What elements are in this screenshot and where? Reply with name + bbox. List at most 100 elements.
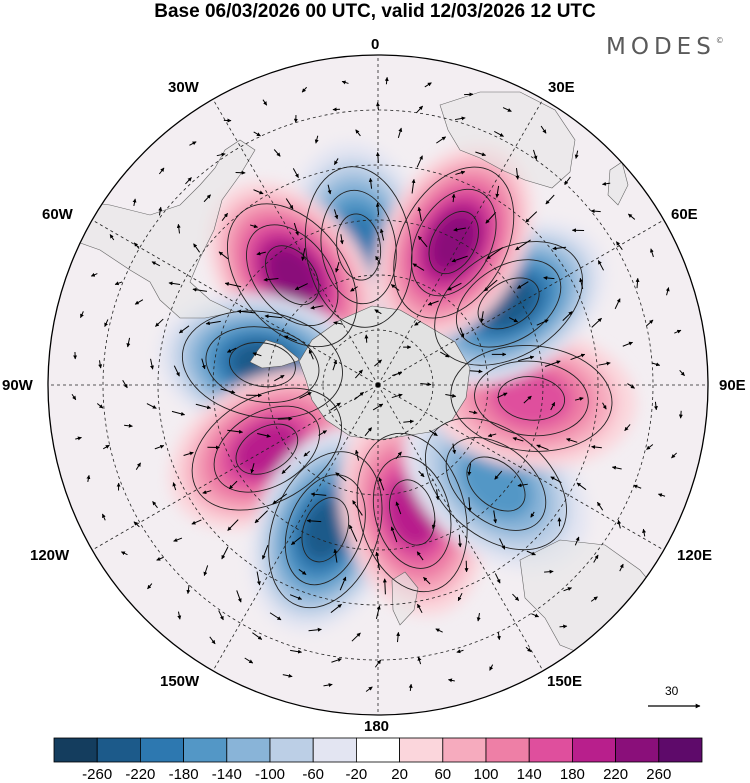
contour-line [268,451,383,609]
wind-arrow [562,311,573,321]
wind-arrow [531,613,540,618]
wind-arrow [536,444,549,451]
globe-disk [48,55,708,715]
wind-arrow [508,317,518,323]
lon-label-180: 180 [364,718,390,735]
wind-arrow [335,472,347,482]
parallel-circle [157,164,599,606]
wind-arrow [226,347,237,353]
wind-arrow [552,246,567,251]
wind-arrow [308,349,314,360]
wind-arrow [458,534,462,548]
wind-arrow [351,632,361,642]
wind-arrow [566,438,578,443]
parallel-circle [322,329,434,441]
wind-arrow [333,321,344,326]
wind-arrow [602,181,611,186]
wind-arrow [679,370,685,376]
wind-arrow [201,358,206,370]
wind-arrow [574,536,580,546]
wind-arrow [274,374,285,382]
wind-arrow [467,463,472,476]
wind-arrow [451,193,456,203]
wind-arrow [429,429,438,437]
wind-arrow [191,519,202,525]
wind-arrow [452,443,457,455]
lon-label-120e: 120E [677,547,713,564]
colorbar-tick-label: 20 [391,766,408,783]
wind-arrow [484,279,498,292]
wind-arrow [254,510,268,524]
wind-arrow [611,465,622,470]
wind-arrow [193,243,201,253]
wind-arrow [384,76,389,85]
wind-arrow [183,451,194,456]
colorbar-tick-label: 260 [646,766,672,783]
wind-arrow [414,320,422,326]
wind-arrow [455,116,466,121]
wind-arrow [354,369,363,379]
meridian-line [92,219,379,386]
wind-arrow [457,592,463,602]
madagascar [607,161,629,206]
parallel-circle [212,219,544,551]
wind-arrow [417,206,422,222]
wind-arrow [456,649,464,654]
lon-label-90e: 90E [719,377,746,394]
wind-arrow [525,646,532,653]
wind-arrow [395,451,402,460]
wind-arrow [512,593,520,601]
wind-arrow [86,474,91,482]
wind-arrow [177,611,182,620]
wind-arrow [436,136,446,144]
wind-arrow [496,632,501,641]
wind-arrow [526,550,536,556]
wind-arrow [674,329,682,334]
wind-arrow [301,248,306,261]
wind-arrow [330,402,341,411]
wind-arrow [218,251,229,260]
wind-arrow [499,538,506,550]
wind-arrow [333,158,339,165]
south-pole-marker [375,382,381,388]
wind-arrow [374,309,382,315]
wind-arrow [158,167,165,175]
wind-arrow [173,537,183,542]
wind-arrow [298,569,307,575]
colorbar-swatch [615,737,660,763]
wind-vectors [71,76,685,692]
wind-arrow [570,353,586,361]
wind-arrow [627,383,635,389]
wind-arrow [408,683,413,692]
globe-outline [47,54,709,716]
wind-arrow [285,198,294,210]
contour-line [213,405,321,493]
wind-arrow [378,477,385,491]
wind-arrow [550,476,562,483]
wind-arrow [252,632,263,640]
graticule [48,55,708,715]
wind-arrow [205,320,221,326]
wind-arrow [493,510,498,524]
wind-arrow [273,149,281,157]
wind-arrow [261,545,269,560]
wind-arrow [220,388,236,394]
wind-arrow [435,489,440,501]
wind-arrow [431,520,436,529]
meridian-line [92,384,379,551]
wind-arrow [126,337,131,348]
wind-arrow [480,311,485,323]
wind-arrow [486,247,503,260]
wind-arrow [494,573,501,584]
wind-arrow [517,281,529,289]
wind-arrow [390,284,400,291]
colorbar-swatch [572,737,617,763]
wind-arrow [375,202,380,215]
colorbar-swatch [312,737,357,763]
contour-line [466,456,526,512]
colorbar-swatch [442,737,487,763]
wind-arrow [355,129,361,137]
wind-arrow [124,423,133,428]
anomaly-shading [158,142,637,632]
wind-arrow [515,167,520,180]
